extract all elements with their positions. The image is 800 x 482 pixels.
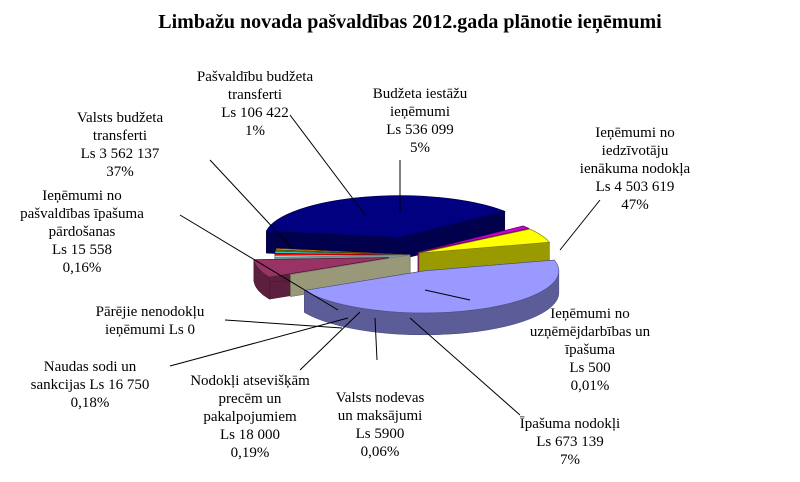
slice-label-line: Ls 3 562 137 [81,146,160,162]
leader-line-3 [409,317,521,416]
slice-label-line: Ls 673 139 [536,434,604,450]
slice-label-line: ienākuma nodokļa [580,161,691,177]
slice-label-7: Pārējie nenodokļu ieņēmumi Ls 0 [96,304,205,338]
slice-label-line: 0,16% [63,260,102,276]
slice-label-line: Ls 15 558 [52,242,112,258]
slice-label-line: Nodokļi atsevišķām [190,373,310,389]
slice-label-line: 0,19% [231,445,270,461]
slice-label-line: transferti [93,128,147,144]
leader-line-7 [224,319,343,329]
slice-label-line: Pārējie nenodokļu [96,304,205,320]
slice-label-3: Īpašuma nodokļi Ls 673 139 7% [520,416,620,468]
slice-label-line: uzņēmējdarbības un [530,324,651,340]
leader-line-4 [374,317,378,361]
slice-label-line: Ls 536 099 [386,122,454,138]
leader-line-8 [179,214,339,311]
slice-label-line: Īpašuma nodokļi [520,416,620,432]
slice-label-line: transferti [228,87,282,103]
slice-label-line: Valsts budžeta [77,110,164,126]
slice-label-4: Valsts nodevas un maksājumi Ls 5900 0,06% [336,390,425,460]
slice-label-11: Budžeta iestāžu ieņēmumi Ls 536 099 5% [373,86,468,156]
slice-label-line: un maksājumi [338,408,423,424]
slice-label-line: 37% [106,164,134,180]
slice-label-line: ieņēmumi [390,104,450,120]
slice-label-line: Ieņēmumi no [550,306,630,322]
slice-label-line: pārdošanas [49,224,116,240]
slice-label-line: Budžeta iestāžu [373,86,468,102]
slice-label-line: 0,01% [571,378,610,394]
slice-label-line: 0,06% [361,444,400,460]
slice-label-line: 47% [621,197,649,213]
slice-label-1: Ieņēmumi no iedzīvotāju ienākuma nodokļa Ls… [580,125,691,213]
slice-label-line: 1% [245,123,265,139]
slice-label-line: Ieņēmumi no [42,188,122,204]
slice-label-line: 5% [410,140,430,156]
slice-label-line: Ls 4 503 619 [596,179,675,195]
chart-title: Limbažu novada pašvaldības 2012.gada plā… [158,11,662,34]
slice-label-line: Ls 5900 [356,426,405,442]
slice-label-line: iedzīvotāju [602,143,669,159]
slice-label-line: Ls 18 000 [220,427,280,443]
slice-label-10: Pašvaldību budžeta transferti Ls 106 422 1% [197,69,314,139]
slice-label-line: pakalpojumiem [203,409,297,425]
leader-line-10 [289,114,367,217]
slice-label-line: Ls 500 [569,360,610,376]
slice-label-5: Nodokļi atsevišķām precēm un pakalpojumiem… [190,373,310,461]
slice-label-line: 0,18% [71,395,110,411]
slice-label-6: Naudas sodi un sankcijas Ls 16 750 0,18% [31,359,150,411]
slice-label-line: precēm un [219,391,282,407]
slice-label-2: Ieņēmumi no uzņēmējdarbības un īpašuma Ls 5… [530,306,651,394]
slice-label-9: Valsts budžeta transferti Ls 3 562 137 37% [77,110,164,180]
slice-label-line: Valsts nodevas [336,390,425,406]
slice-label-line: ieņēmumi Ls 0 [105,322,195,338]
slice-label-8: Ieņēmumi no pašvaldības īpašuma pārdošanas… [20,188,144,276]
slice-label-line: pašvaldības īpašuma [20,206,144,222]
leader-line-5 [299,311,361,371]
leader-line-2 [424,289,471,301]
slice-label-line: Ls 106 422 [221,105,289,121]
slice-label-line: 7% [560,452,580,468]
pie-slice-1 [303,259,560,336]
pie-slice-2 [289,254,411,298]
slice-label-line: īpašuma [564,342,615,358]
slice-label-line: sankcijas Ls 16 750 [31,377,150,393]
leader-line-1 [559,199,601,251]
slice-label-line: Pašvaldību budžeta [197,69,314,85]
leader-line-6 [169,317,349,367]
leader-line-9 [209,159,293,249]
slice-label-line: Ieņēmumi no [595,125,675,141]
slice-label-line: Naudas sodi un [44,359,137,375]
